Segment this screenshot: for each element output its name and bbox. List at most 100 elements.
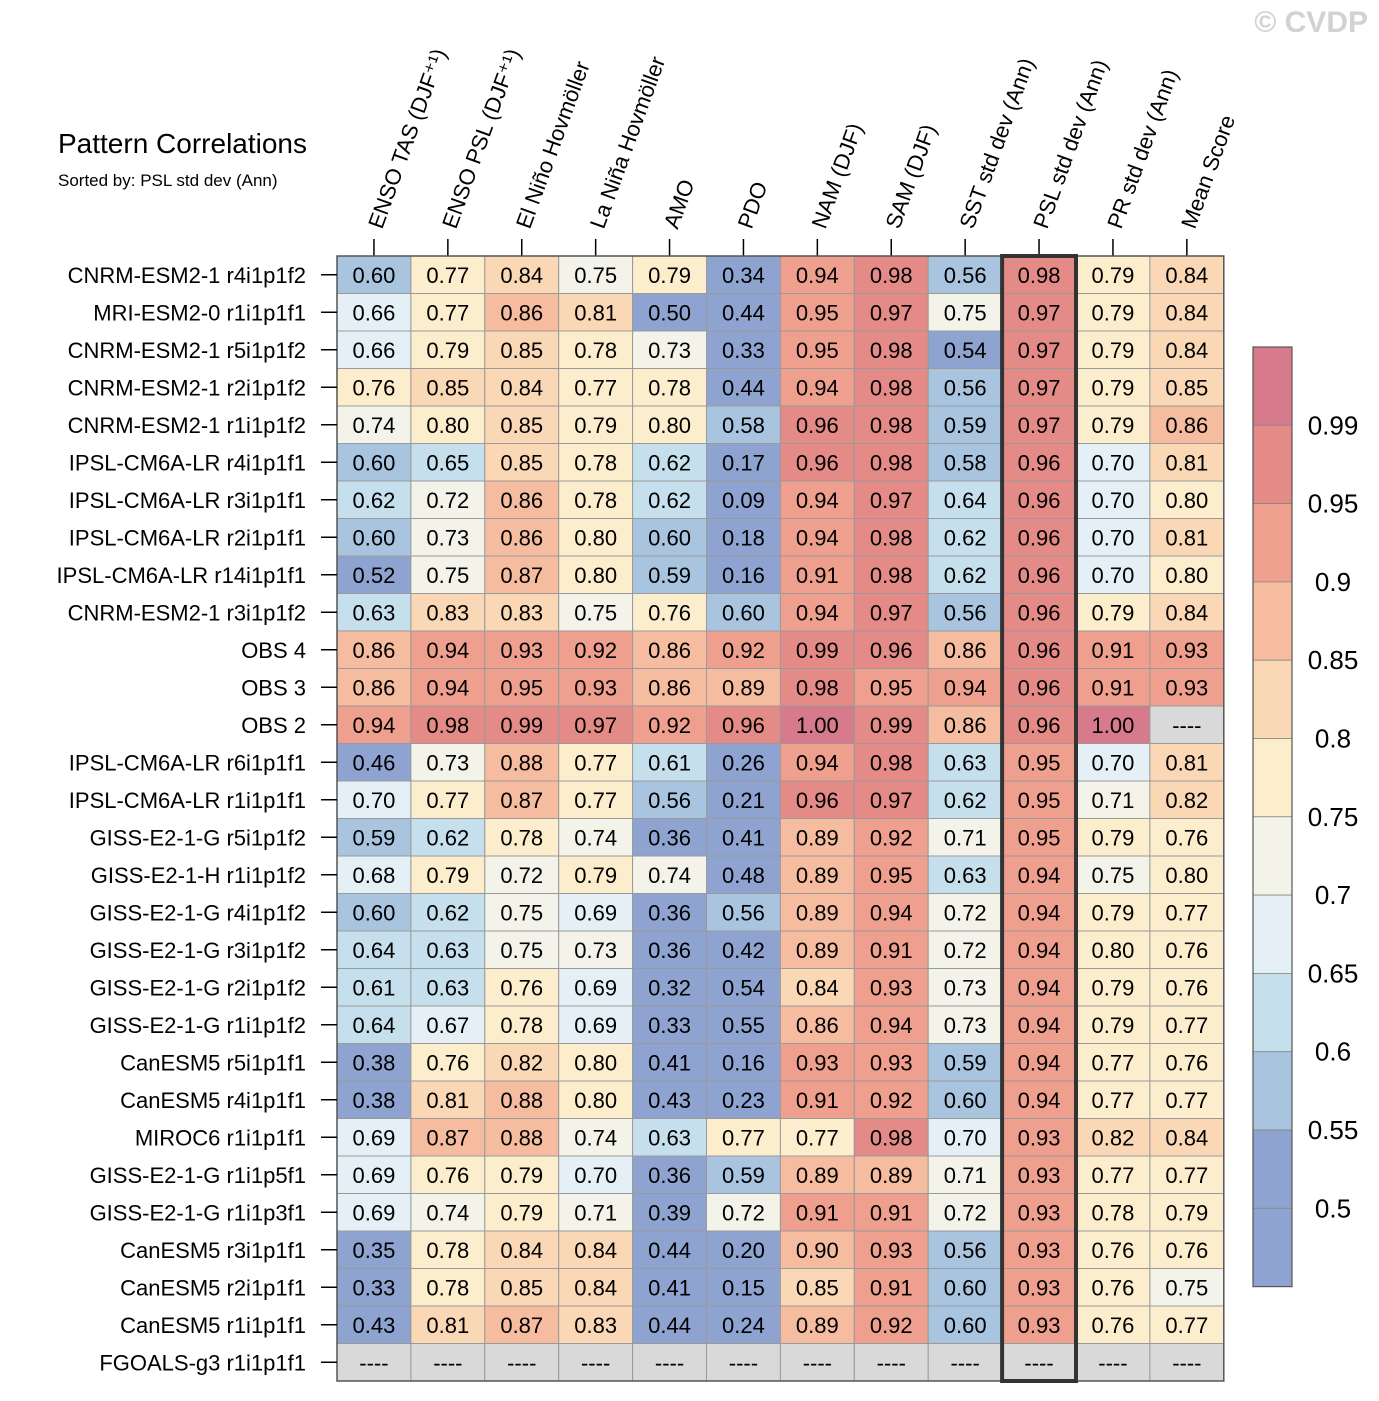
- cell-value: 0.71: [1092, 788, 1135, 813]
- cell-value: ----: [803, 1350, 832, 1375]
- row-label: IPSL-CM6A-LR r4i1p1f1: [69, 450, 306, 475]
- cell-value: 0.94: [796, 263, 839, 288]
- row-label: CanESM5 r3i1p1f1: [120, 1238, 306, 1263]
- heatmap-cell: [927, 555, 1003, 594]
- cell-value: 0.69: [353, 1200, 396, 1225]
- cell-value: 0.60: [722, 600, 765, 625]
- cell-value: 0.86: [648, 638, 691, 663]
- heatmap-cell: [558, 293, 634, 332]
- cell-value: 0.55: [722, 1013, 765, 1038]
- heatmap-cell: [558, 443, 634, 482]
- cell-value: 0.91: [1092, 675, 1135, 700]
- row-label: IPSL-CM6A-LR r6i1p1f1: [69, 750, 306, 775]
- heatmap-cell: [484, 405, 560, 444]
- heatmap-cell: [927, 1343, 1003, 1382]
- cell-value: 0.96: [1018, 638, 1061, 663]
- cell-value: 0.79: [1092, 375, 1135, 400]
- colorbar-tick-label: 0.75: [1308, 802, 1359, 832]
- cell-value: 0.84: [1165, 263, 1208, 288]
- heatmap-cell: [336, 1118, 412, 1157]
- heatmap-cell: [410, 743, 486, 782]
- cell-value: 0.86: [353, 638, 396, 663]
- heatmap-cell: [1075, 1005, 1151, 1044]
- row-label: OBS 3: [241, 675, 306, 700]
- column-label: ENSO PSL (DJF⁺¹): [437, 45, 525, 231]
- cell-value: 0.59: [722, 1163, 765, 1188]
- cell-value: ----: [1024, 1350, 1053, 1375]
- cell-value: 0.83: [500, 600, 543, 625]
- cell-value: 0.87: [500, 1313, 543, 1338]
- cell-value: 0.76: [1165, 825, 1208, 850]
- heatmap-cell: [484, 555, 560, 594]
- cell-value: 0.78: [574, 338, 617, 363]
- cell-value: 0.75: [944, 300, 987, 325]
- cell-value: 0.95: [1018, 750, 1061, 775]
- cell-value: ----: [1172, 713, 1201, 738]
- heatmap-cell: [927, 630, 1003, 669]
- heatmap-cell: [706, 593, 781, 632]
- cell-value: 0.63: [944, 863, 987, 888]
- cell-value: 0.94: [353, 713, 396, 738]
- cell-value: 0.84: [1165, 600, 1208, 625]
- cell-value: 0.15: [722, 1275, 765, 1300]
- heatmap-cell: [632, 855, 707, 894]
- cell-value: 0.56: [648, 788, 691, 813]
- cell-value: 0.84: [1165, 300, 1208, 325]
- heatmap-cell: [1001, 593, 1077, 632]
- cell-value: 0.18: [722, 525, 765, 550]
- heatmap-cell: [1149, 1193, 1225, 1232]
- cell-value: 0.93: [1165, 675, 1208, 700]
- row-label: GISS-E2-1-G r1i1p3f1: [90, 1200, 306, 1225]
- cell-value: 0.94: [796, 750, 839, 775]
- cell-value: 0.93: [870, 975, 913, 1000]
- colorbar-swatch: [1252, 1207, 1293, 1288]
- heatmap-cell: [706, 893, 781, 932]
- cell-value: 0.70: [1092, 450, 1135, 475]
- heatmap-cell: [632, 1193, 707, 1232]
- colorbar-tick-label: 0.6: [1315, 1037, 1351, 1067]
- heatmap-cell: [336, 1005, 412, 1044]
- cell-value: 0.52: [353, 563, 396, 588]
- cell-value: 0.36: [648, 825, 691, 850]
- cell-value: 0.86: [353, 675, 396, 700]
- heatmap-cell: [927, 1080, 1003, 1119]
- row-label: CNRM-ESM2-1 r3i1p1f2: [68, 600, 306, 625]
- cell-value: 0.89: [796, 825, 839, 850]
- cell-value: 0.97: [870, 600, 913, 625]
- cell-value: 0.60: [353, 263, 396, 288]
- cell-value: 0.70: [1092, 750, 1135, 775]
- cell-value: 0.62: [944, 788, 987, 813]
- cell-value: 0.80: [1092, 938, 1135, 963]
- cell-value: 0.77: [1092, 1163, 1135, 1188]
- cell-value: 0.99: [870, 713, 913, 738]
- cell-value: 0.87: [500, 563, 543, 588]
- cell-value: 0.76: [1165, 975, 1208, 1000]
- cell-value: 0.85: [500, 338, 543, 363]
- cell-value: 0.85: [796, 1275, 839, 1300]
- cell-value: 0.79: [574, 863, 617, 888]
- cell-value: 0.74: [426, 1200, 469, 1225]
- colorbar-tick-label: 0.65: [1308, 958, 1359, 988]
- heatmap-cell: [1001, 668, 1077, 707]
- cell-value: 0.93: [1018, 1200, 1061, 1225]
- cell-value: 0.71: [574, 1200, 617, 1225]
- heatmap-cell: [1075, 855, 1151, 894]
- cell-value: 0.86: [944, 713, 987, 738]
- cell-value: 0.98: [870, 750, 913, 775]
- cell-value: 0.73: [944, 975, 987, 1000]
- row-label: GISS-E2-1-G r4i1p1f2: [90, 900, 306, 925]
- cell-value: 0.77: [1165, 1013, 1208, 1038]
- cell-value: 0.96: [1018, 600, 1061, 625]
- cell-value: 0.84: [500, 1238, 543, 1263]
- cell-value: 0.56: [722, 900, 765, 925]
- cell-value: 0.74: [648, 863, 691, 888]
- heatmap-cell: [632, 1005, 707, 1044]
- heatmap-cell: [1001, 893, 1077, 932]
- heatmap-cell: [336, 1080, 412, 1119]
- heatmap-cell: [1149, 1043, 1225, 1082]
- heatmap-cell: [336, 855, 412, 894]
- cell-value: 0.83: [426, 600, 469, 625]
- row-label: OBS 2: [241, 713, 306, 738]
- cell-value: 0.21: [722, 788, 765, 813]
